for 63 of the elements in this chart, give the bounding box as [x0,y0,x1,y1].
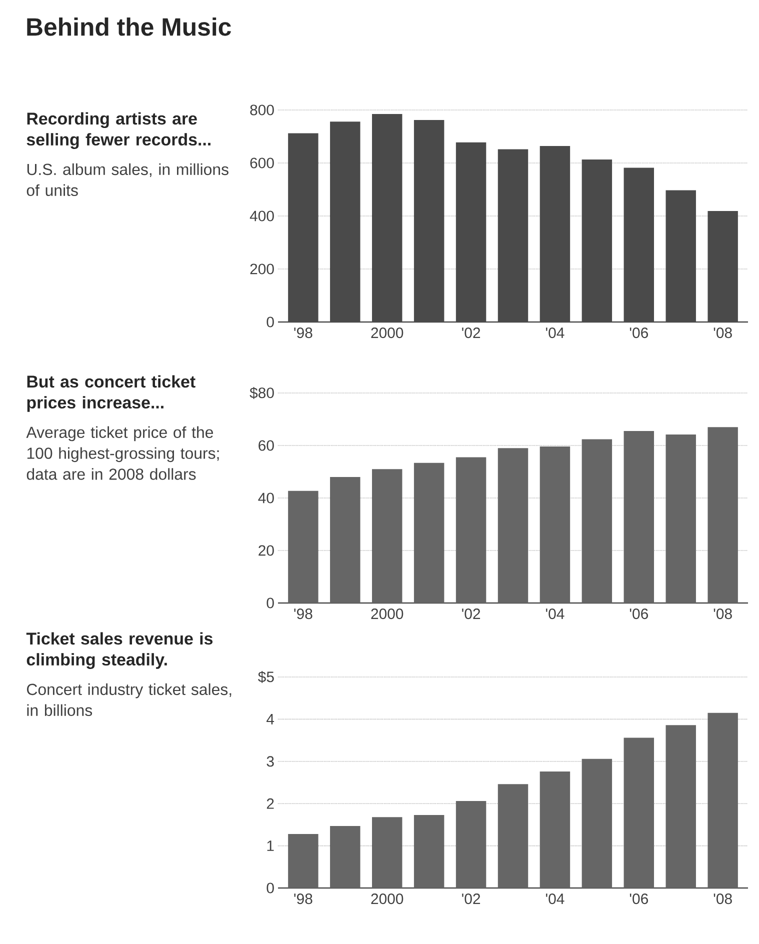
x-tick-label: '08 [714,894,732,904]
bar [330,826,360,888]
y-tick-label: 4 [266,714,274,724]
chart-title: Behind the Music [27,18,231,36]
y-tick-label: 800 [250,104,274,116]
x-tick-label: '02 [462,328,480,338]
y-tick-label: 0 [266,882,274,894]
y-tick-label: 3 [266,756,274,767]
bar [456,801,486,888]
x-tick-label: '98 [294,894,312,904]
y-tick-label: 0 [266,316,274,328]
bar [540,446,570,603]
x-tick-label: '06 [630,328,648,338]
y-tick-label: 400 [250,210,274,222]
bar [708,712,738,888]
y-tick-label: 200 [250,264,274,274]
x-tick-label: 2000 [371,328,404,338]
y-tick-label: 0 [266,598,274,608]
x-tick-label: 2000 [371,608,404,620]
x-tick-label: '06 [630,608,648,620]
y-tick-label: $80 [250,386,274,400]
x-tick-label: '04 [546,608,564,620]
x-tick-label: '04 [546,328,564,338]
bar [666,725,696,888]
bar [582,758,612,888]
bar [372,469,402,603]
text: Recording artists are selling fewer records... [26,112,210,149]
bar [666,434,696,603]
y-tick-label: 2 [266,798,274,809]
y-axis-title: U.S. album sales, in millions of units [26,163,228,196]
bar [624,738,654,888]
y-tick-label: 20 [258,545,274,556]
x-tick-label: '98 [294,608,312,620]
bar [498,784,528,888]
bar [624,431,654,603]
x-tick-label: '98 [294,328,312,338]
y-tick-label: 40 [258,492,274,504]
y-axis-title: Concert industry ticket sales, in billions [27,683,232,716]
y-tick-label: 1 [267,840,274,851]
y-tick-label: $5 [258,670,274,684]
x-tick-label: '08 [714,328,732,338]
bar [414,462,444,603]
y-axis-title: Average ticket price of the 100 highest-grossing tours; data are in 2008 dollars [26,426,219,480]
y-tick-label: 60 [258,440,274,451]
x-tick-label: '02 [462,894,480,904]
x-tick-label: 2000 [371,894,404,904]
x-tick-label: '06 [630,894,648,904]
bar [372,817,402,888]
bar [498,448,528,603]
text: But as concert ticket prices increase... [27,375,196,412]
x-tick-label: '02 [462,608,480,620]
bar [330,476,360,603]
y-tick-label: 600 [250,158,274,168]
bar [456,457,486,603]
text: Ticket sales revenue is climbing steadily. [26,632,213,669]
bar [288,834,318,888]
x-tick-label: '04 [546,894,564,904]
bar [540,772,570,888]
bar [708,427,738,603]
bar [414,814,444,888]
bar [288,490,318,603]
bar [582,439,612,603]
x-tick-label: '08 [714,608,732,620]
